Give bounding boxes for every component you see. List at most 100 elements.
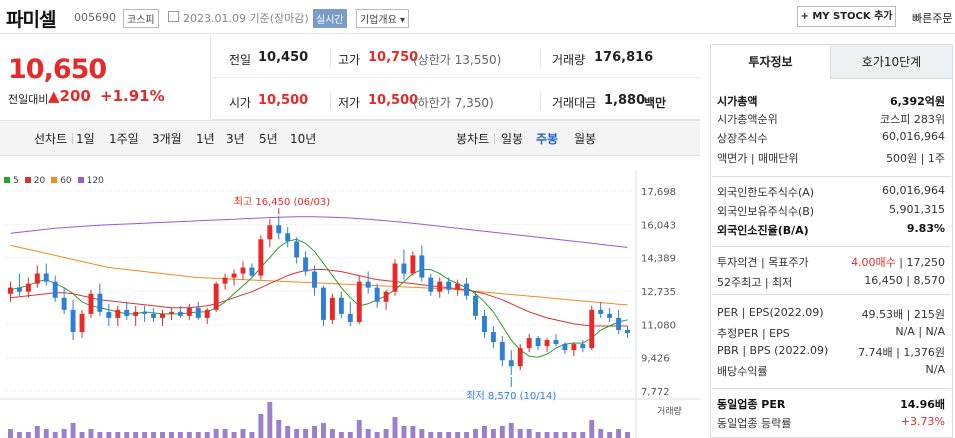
volume-bar — [133, 432, 139, 438]
line-tab-0[interactable]: 1일 — [76, 132, 95, 146]
company-info-button[interactable]: 기업개요 ▾ — [356, 9, 409, 28]
market-badge: 코스피 — [123, 9, 159, 28]
line-tab-3[interactable]: 1년 — [196, 132, 215, 146]
candle — [204, 309, 210, 318]
candle-tab-2[interactable]: 월봉 — [574, 132, 597, 146]
candle — [186, 307, 192, 316]
info-value: 49.53배 | 215원 — [861, 308, 945, 321]
candle — [276, 225, 282, 234]
line-tab-4[interactable]: 3년 — [226, 132, 245, 146]
calendar-icon — [168, 11, 179, 22]
info-value: N/A | N/A — [895, 325, 945, 338]
volume-bar — [464, 432, 470, 438]
open-label: 시가 — [229, 96, 252, 110]
legend-label: 20 — [33, 176, 46, 186]
volume-bar — [231, 432, 237, 438]
stock-name: 파미셀 — [6, 9, 56, 31]
realtime-badge[interactable]: 실시간 — [313, 9, 347, 28]
candle — [267, 225, 273, 240]
volume-bar — [365, 429, 371, 438]
volume-bar — [34, 426, 40, 438]
invest-opinion: 4.00매수 — [851, 256, 900, 269]
stock-code: 005690 — [74, 11, 116, 24]
line-tab-2[interactable]: 3개월 — [152, 132, 182, 146]
chart-tab-bar — [0, 120, 700, 156]
volume-bar — [553, 432, 559, 438]
candle — [410, 255, 416, 274]
candle — [195, 307, 201, 318]
prev-label: 전일 — [229, 53, 252, 67]
date-label: 2023.01.09 기준(장마감) — [183, 12, 309, 25]
candle — [106, 311, 112, 318]
line-chart-label: 선차트 — [34, 132, 68, 146]
volume-bar — [580, 432, 586, 438]
info-label: 시가총액 — [717, 95, 758, 108]
volume-bar — [508, 423, 514, 438]
volume-bar — [249, 432, 255, 438]
volume-bar — [616, 429, 622, 438]
info-label: 52주최고 | 최저 — [717, 276, 793, 289]
amount-value: 1,880 — [604, 93, 646, 108]
line-tab-6[interactable]: 10년 — [290, 132, 317, 146]
candle — [598, 309, 604, 314]
candle — [321, 287, 326, 320]
amount-label: 거래대금 — [552, 96, 597, 110]
volume-bar — [240, 429, 246, 438]
candle — [294, 241, 300, 258]
candle — [142, 311, 148, 314]
volume-bar — [410, 426, 416, 438]
volume-bar — [347, 432, 353, 438]
volume-bar — [43, 429, 49, 438]
info-label: 투자의견 | 목표주가 — [717, 256, 809, 269]
volume-bar — [303, 429, 309, 438]
candle — [437, 281, 443, 292]
candle — [464, 283, 470, 296]
candle — [526, 338, 532, 349]
legend-label: 120 — [86, 176, 104, 186]
candle — [151, 313, 157, 318]
info-label: 동일업종 PER — [717, 398, 786, 411]
candle — [329, 297, 335, 320]
y-tick-label: 7,772 — [641, 387, 670, 398]
volume-bar — [258, 414, 264, 438]
volume-bar — [61, 429, 67, 438]
candle — [589, 309, 595, 349]
divider — [712, 388, 951, 389]
info-value: 코스피 283위 — [880, 113, 945, 126]
candle — [240, 267, 246, 274]
tab-hoga[interactable]: 호가10단계 — [831, 45, 952, 79]
divider — [540, 49, 541, 67]
ma5-line — [10, 238, 628, 358]
info-value: 14.96배 — [900, 398, 945, 411]
legend-swatch — [51, 177, 58, 183]
line-tab-5[interactable]: 5년 — [259, 132, 278, 146]
candle — [347, 313, 353, 322]
volume-bar — [428, 432, 434, 438]
volume-bar — [535, 432, 541, 438]
divider — [72, 133, 73, 144]
volume-bar — [562, 432, 568, 438]
quick-order-link[interactable]: 빠른주문 — [912, 12, 953, 25]
info-value: +3.73% — [900, 415, 945, 428]
volume-bar — [490, 429, 496, 438]
volume-bar — [338, 432, 344, 438]
candle — [160, 313, 165, 318]
upper-limit: (상한가 13,550) — [413, 53, 502, 67]
price-change: ▲200 — [48, 87, 91, 105]
divider — [712, 246, 951, 247]
candle — [490, 332, 496, 343]
candle — [383, 291, 389, 302]
candle-tab-1[interactable]: 주봉 — [536, 132, 559, 146]
info-value: 9.83% — [906, 222, 945, 235]
volume-bar — [401, 426, 407, 438]
candle-tab-0[interactable]: 일봉 — [501, 132, 524, 146]
tab-invest-info[interactable]: 투자정보 — [711, 45, 831, 79]
volume-bar — [276, 420, 282, 438]
candle — [607, 313, 613, 318]
volume-bar — [437, 432, 443, 438]
mystock-add-button[interactable]: + MY STOCK 추가 — [797, 6, 896, 27]
candle — [177, 311, 183, 316]
line-tab-1[interactable]: 1주일 — [109, 132, 139, 146]
price-chart[interactable]: 17,698 16,043 14,389 12,735 11,080 9,426 7,772… — [0, 170, 700, 438]
candle — [8, 287, 13, 294]
